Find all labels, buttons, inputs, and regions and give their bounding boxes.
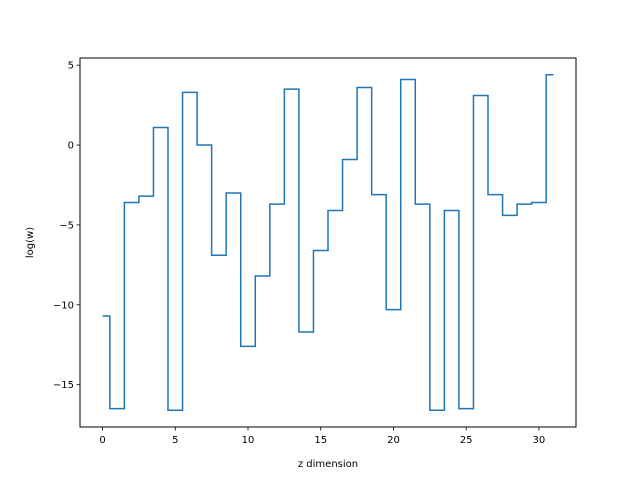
- x-tick-label: 20: [387, 435, 400, 446]
- x-tick-label: 25: [460, 435, 473, 446]
- y-tick-label: 5: [68, 61, 74, 72]
- y-axis-label: log(w): [25, 227, 36, 258]
- x-tick-label: 5: [172, 435, 178, 446]
- x-axis: 0 5 10 15 20 25 30: [99, 427, 545, 446]
- x-tick-label: 15: [314, 435, 327, 446]
- y-tick-label: 0: [68, 141, 74, 152]
- y-tick-label: −15: [53, 380, 74, 391]
- plot-frame: [79, 57, 577, 428]
- x-tick-label: 0: [99, 435, 105, 446]
- series-line: [102, 74, 554, 411]
- y-axis: −15 −10 −5 0 5: [53, 61, 80, 391]
- x-axis-label: z dimension: [298, 459, 358, 470]
- x-tick-label: 30: [533, 435, 546, 446]
- series-layer: [102, 74, 554, 411]
- y-tick-label: −10: [53, 300, 74, 311]
- y-tick-label: −5: [59, 220, 74, 231]
- x-tick-label: 10: [242, 435, 255, 446]
